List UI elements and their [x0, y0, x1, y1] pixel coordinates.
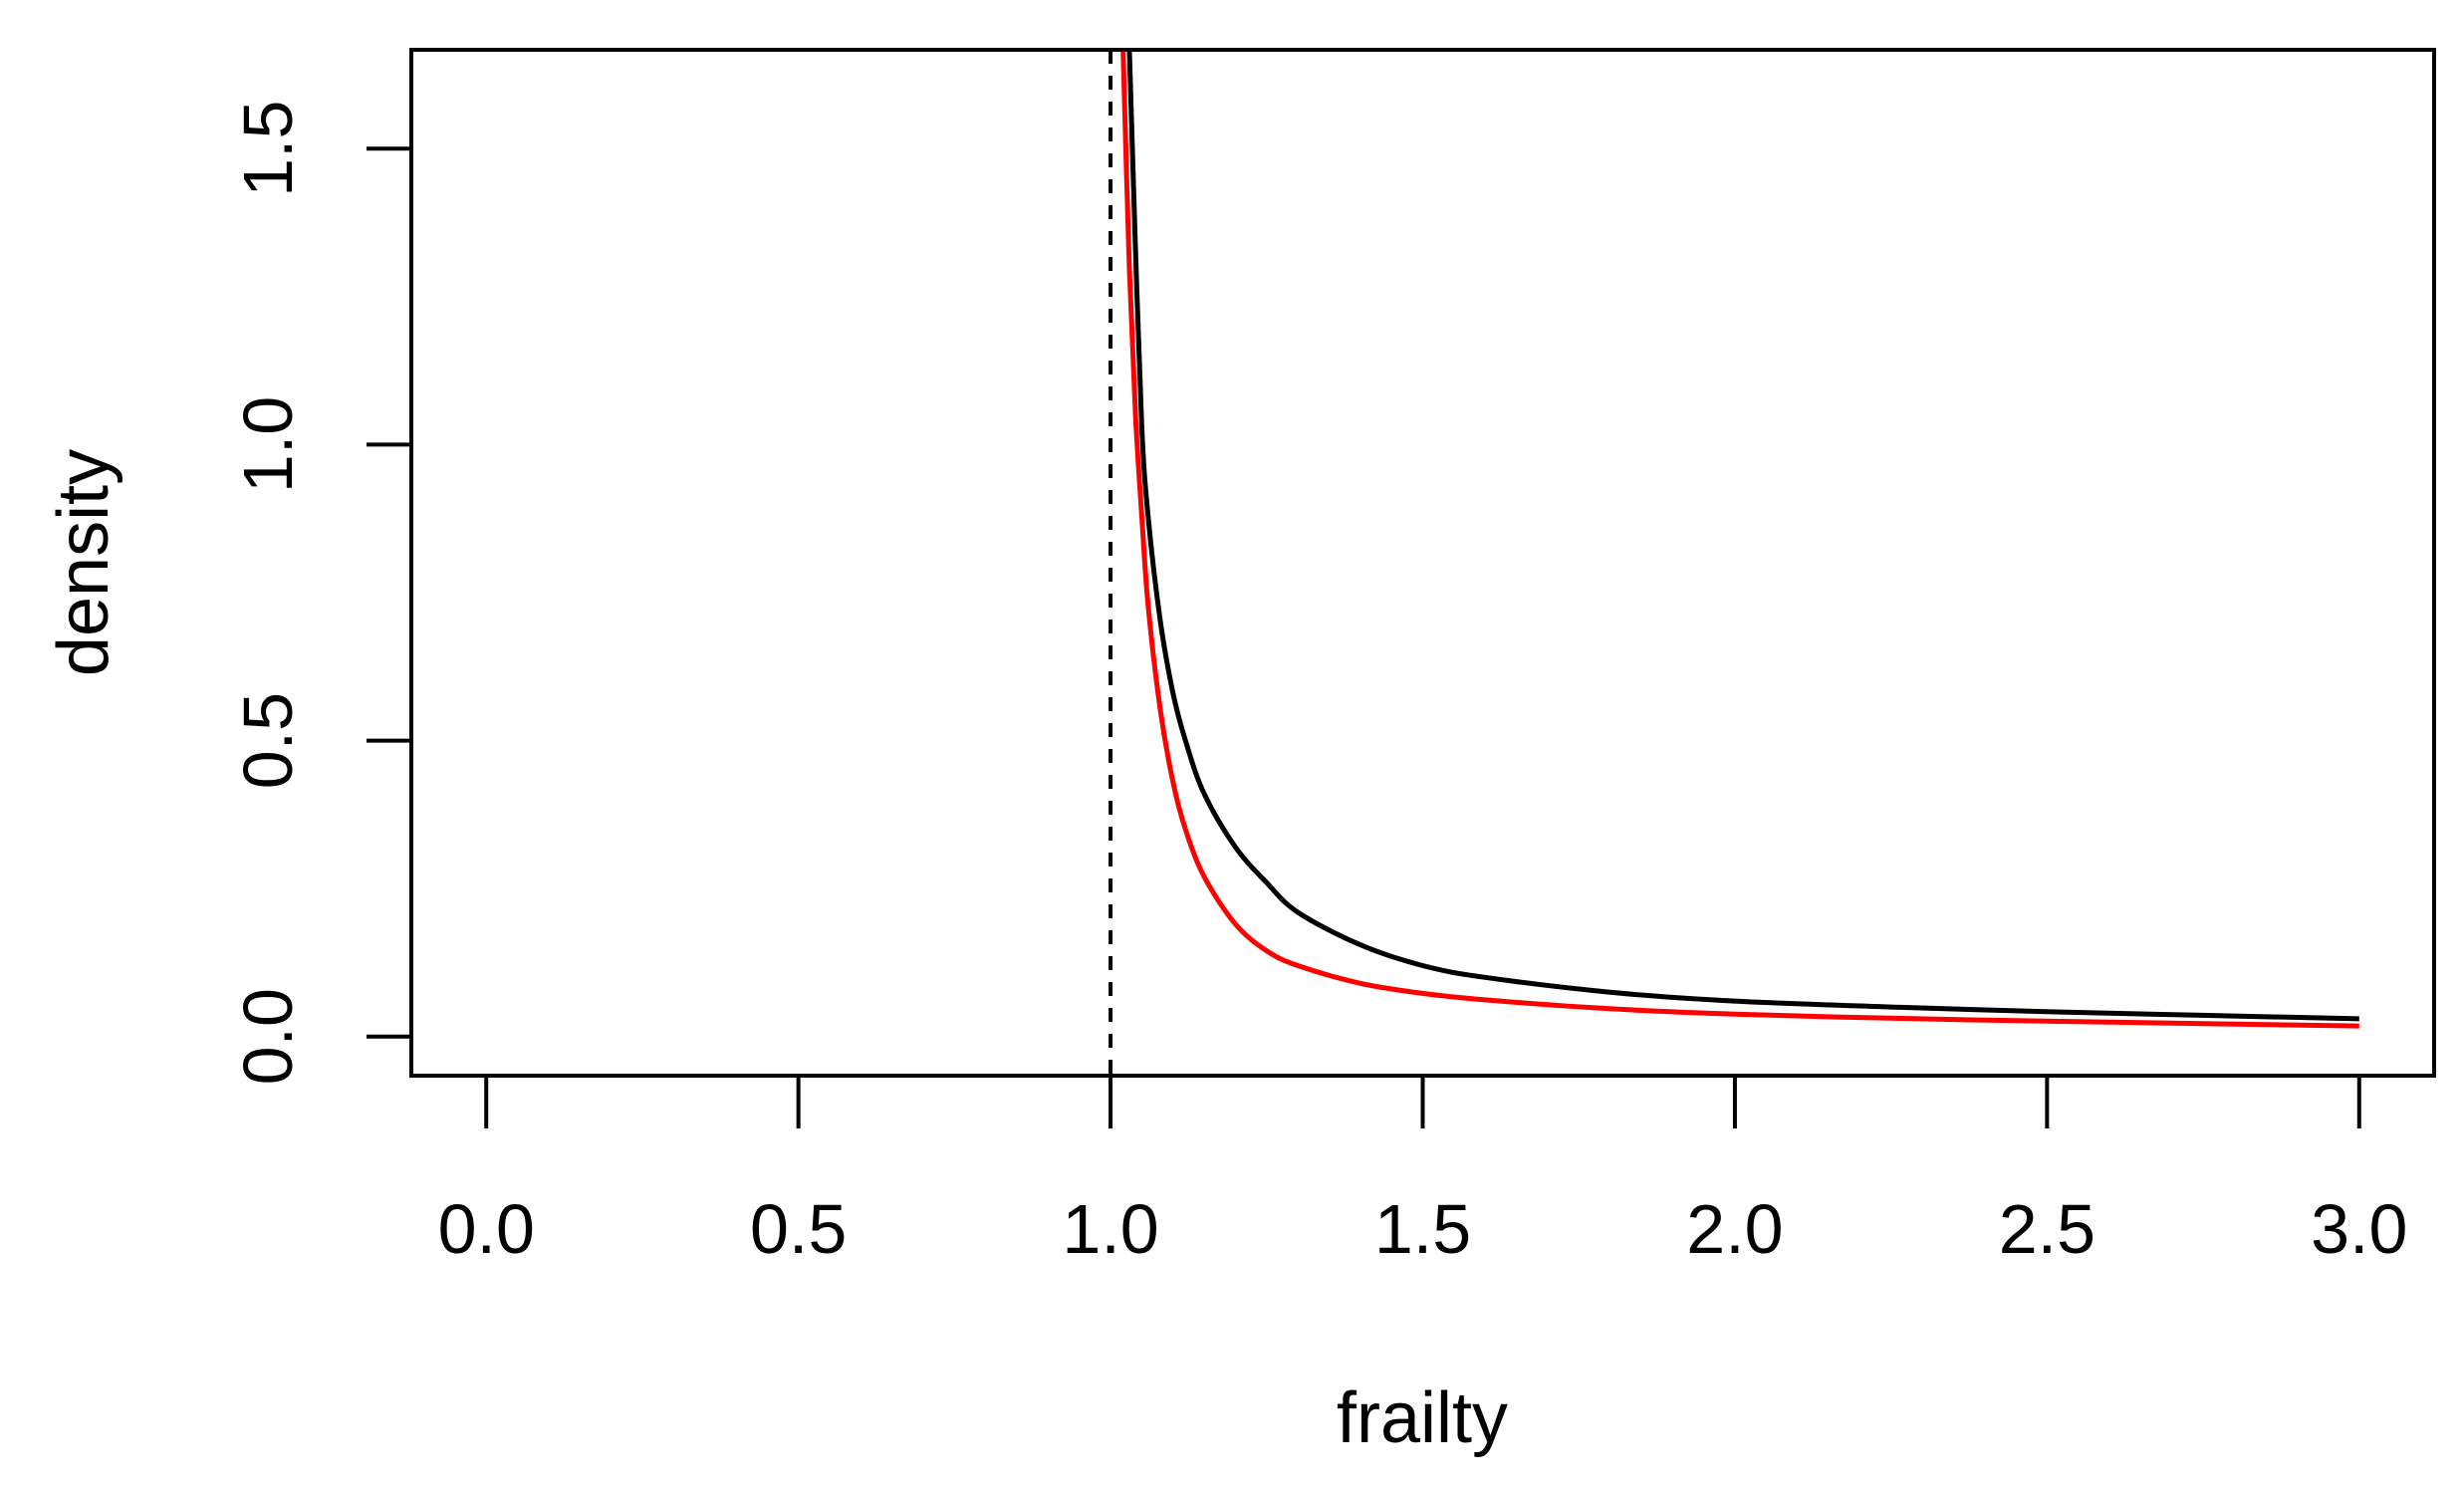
x-tick-label: 2.0	[1686, 1190, 1783, 1268]
x-tick-label: 1.0	[1062, 1190, 1158, 1268]
x-axis: 0.0 0.5 1.0 1.5 2.0 2.5 3.0	[438, 1076, 2407, 1268]
y-axis-title: density	[44, 449, 123, 676]
x-axis-title: frailty	[1337, 1378, 1508, 1458]
series-line-red	[1120, 50, 2359, 1029]
y-tick-label: 1.0	[229, 396, 307, 493]
x-tick-label: 3.0	[2311, 1190, 2407, 1268]
x-tick-label: 0.0	[438, 1190, 535, 1268]
x-tick-label: 0.5	[750, 1190, 847, 1268]
y-tick-label: 0.5	[229, 692, 307, 789]
series-layer	[1109, 50, 2359, 1076]
series-line-black	[1126, 50, 2359, 1022]
y-tick-label: 1.5	[229, 101, 307, 197]
y-tick-label: 0.0	[229, 988, 307, 1085]
y-axis: 0.0 0.5 1.0 1.5	[229, 101, 411, 1085]
x-tick-label: 2.5	[1999, 1190, 2095, 1268]
x-tick-label: 1.5	[1374, 1190, 1471, 1268]
